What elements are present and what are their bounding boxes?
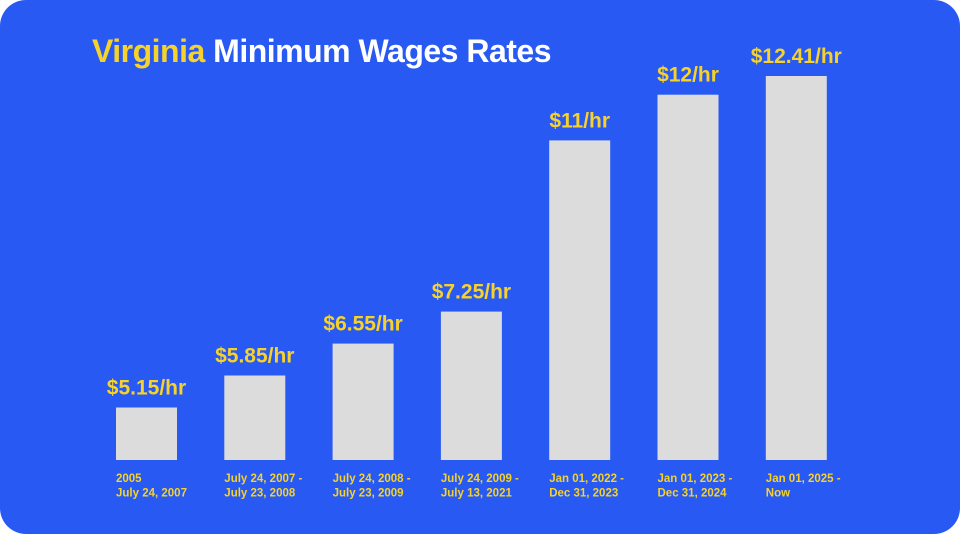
value-label-2: $6.55/hr [323, 313, 402, 336]
category-label-3: July 24, 2009 -July 13, 2021 [441, 473, 519, 500]
value-label-5: $12/hr [657, 64, 719, 87]
category-label-5: Jan 01, 2023 -Dec 31, 2024 [658, 473, 733, 500]
chart-title: Virginia Minimum Wages Rates [92, 33, 551, 69]
category-label-1: July 24, 2007 -July 23, 2008 [224, 473, 302, 500]
bars-group [116, 76, 827, 460]
bar-0 [116, 407, 177, 460]
bar-4 [549, 140, 611, 460]
category-labels-group: 2005 July 24, 2007 July 24, 2007 -July 23,… [116, 473, 841, 500]
category-label-6: Jan 01, 2025 -Now [766, 473, 841, 500]
value-label-6: $12.41/hr [751, 45, 842, 68]
category-label-0: 2005 July 24, 2007 [116, 473, 187, 500]
bar-2 [332, 343, 394, 460]
value-label-4: $11/hr [549, 109, 610, 132]
value-label-3: $7.25/hr [432, 281, 511, 304]
bar-6 [765, 76, 827, 460]
bar-1 [224, 375, 286, 460]
bar-3 [440, 311, 502, 460]
category-label-2: July 24, 2008 -July 23, 2009 [333, 473, 411, 500]
chart-title-rest: Minimum Wages Rates [213, 33, 551, 69]
value-label-0: $5.15/hr [107, 377, 186, 400]
chart-title-accent: Virginia [92, 33, 205, 69]
category-label-4: Jan 01, 2022 -Dec 31, 2023 [549, 473, 624, 500]
value-labels-group: $5.15/hr $5.85/hr $6.55/hr $7.25/hr $11/hr $1… [107, 45, 842, 400]
value-label-1: $5.85/hr [215, 345, 294, 368]
bar-5 [657, 94, 719, 460]
